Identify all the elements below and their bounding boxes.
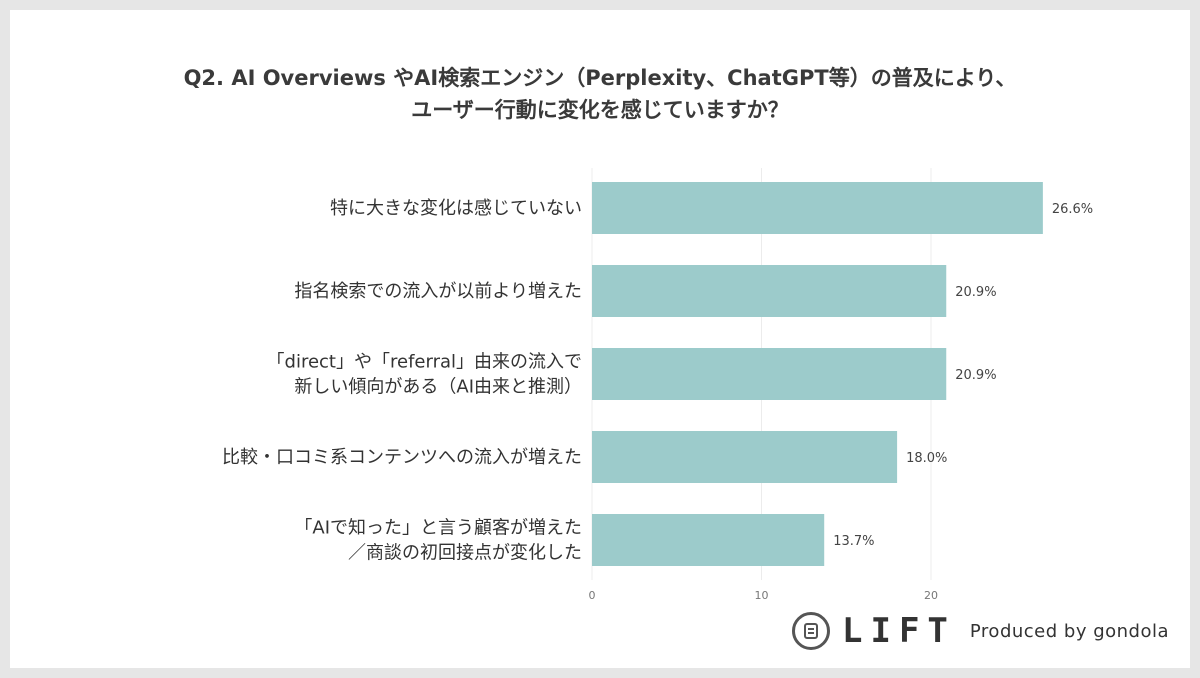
value-label: 20.9%	[955, 285, 996, 300]
bar	[592, 431, 898, 483]
chart-card: Q2. AI Overviews やAI検索エンジン（Perplexity、Ch…	[10, 10, 1190, 668]
value-label: 26.6%	[1052, 202, 1093, 217]
category-label: 指名検索での流入が以前より増えた	[294, 281, 582, 302]
lift-logo-icon	[792, 612, 830, 650]
category-label: 新しい傾向がある（AI由来と推測）	[294, 377, 582, 398]
bar-chart: 0 10 20 26.6% 特に大きな変化は感じていない 20.9% 指名検索での流入が以前…	[222, 168, 1093, 602]
x-tick-label: 0	[589, 589, 596, 602]
logo-wordmark: LIFT	[842, 611, 956, 651]
chart-title: Q2. AI Overviews やAI検索エンジン（Perplexity、Ch…	[10, 62, 1190, 126]
x-tick-label: 20	[924, 589, 938, 602]
produced-by-label: Produced by gondola	[969, 620, 1170, 642]
value-label: 20.9%	[955, 368, 996, 383]
bar	[592, 348, 947, 400]
title-line-2: ユーザー行動に変化を感じていますか？	[411, 98, 789, 122]
category-label: 「direct」や「referral」由来の流入で	[267, 352, 582, 373]
value-label: 18.0%	[906, 451, 947, 466]
category-label: ／商談の初回接点が変化した	[348, 543, 582, 564]
title-line-1: Q2. AI Overviews やAI検索エンジン（Perplexity、Ch…	[183, 66, 1017, 90]
value-label: 13.7%	[833, 534, 874, 549]
lift-logo: LIFT Produced by gondola	[792, 606, 1169, 656]
bar	[592, 514, 825, 566]
category-label: 比較・口コミ系コンテンツへの流入が増えた	[222, 447, 582, 468]
bar	[592, 265, 947, 317]
bar	[592, 182, 1043, 234]
category-label: 「AIで知った」と言う顧客が増えた	[294, 518, 582, 539]
x-tick-label: 10	[755, 589, 769, 602]
category-label: 特に大きな変化は感じていない	[330, 198, 582, 219]
